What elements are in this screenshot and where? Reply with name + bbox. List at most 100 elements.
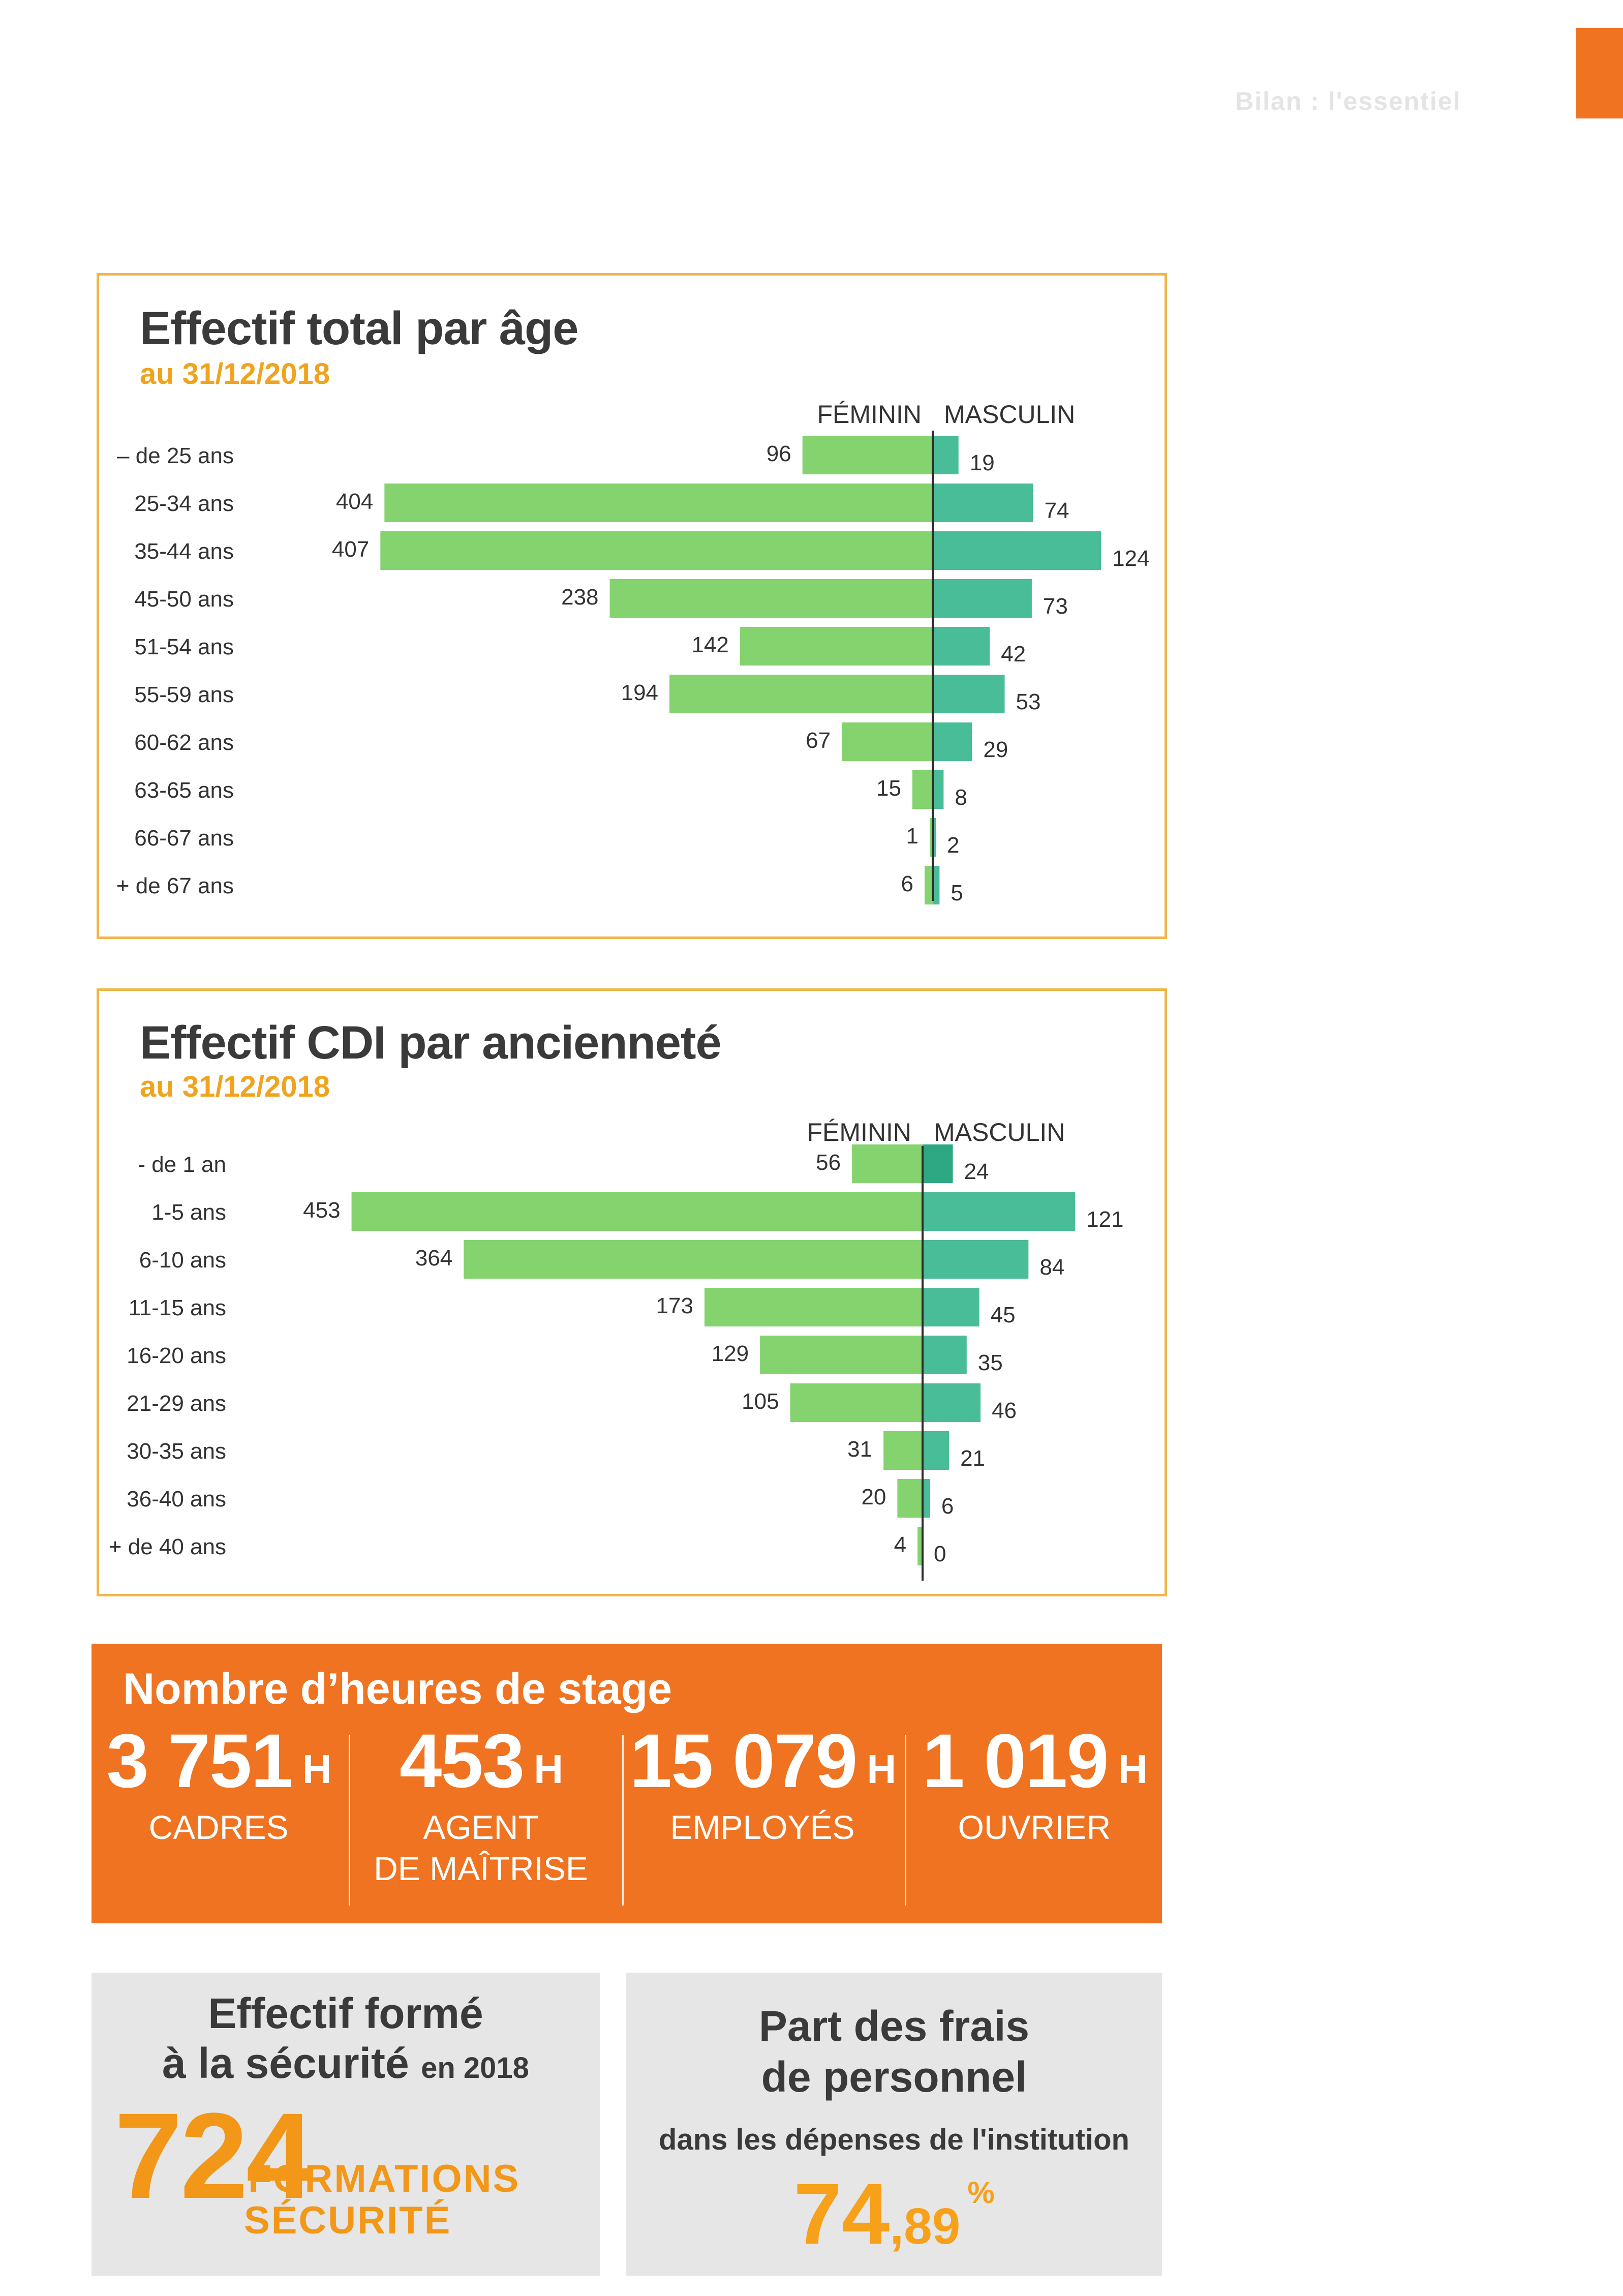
value-label-feminin: 31	[847, 1437, 872, 1462]
hours-unit: H	[302, 1746, 332, 1792]
costs-title-line2: de personnel	[761, 2053, 1027, 2101]
hours-label: EMPLOYÉS	[670, 1808, 855, 1846]
costs-value: 74,89%	[626, 2171, 1162, 2257]
value-label-masculin: 21	[960, 1446, 985, 1471]
hours-value: 1 019	[922, 1718, 1109, 1803]
seniority-chart-title: Effectif CDI par ancienneté	[140, 1017, 722, 1069]
bar-feminin	[842, 722, 933, 761]
costs-value-dec: ,89	[890, 2198, 961, 2255]
bar-masculin	[933, 436, 959, 474]
category-label: 45-50 ans	[134, 587, 234, 612]
hours-unit: H	[1118, 1746, 1148, 1792]
seniority-pyramid-chart: FÉMININ MASCULIN - de 1 an 56 24 1-5 ans 453 12…	[109, 1118, 1124, 1581]
value-label-feminin: 238	[561, 585, 598, 610]
age-chart-panel: Effectif total par âge au 31/12/2018 FÉM…	[97, 273, 1167, 939]
hours-label: CADRES	[148, 1808, 289, 1846]
bar-feminin	[609, 579, 933, 618]
category-label: - de 1 an	[138, 1152, 226, 1177]
staff-costs-card: Part des frais de personnel dans les dép…	[626, 1973, 1162, 2276]
bar-feminin	[351, 1192, 923, 1231]
bar-feminin	[883, 1431, 923, 1470]
value-label-feminin: 20	[861, 1485, 886, 1509]
training-hours-title: Nombre d’heures de stage	[123, 1665, 672, 1713]
hours-stat-ouvrier: 1 019 H OUVRIER	[910, 1723, 1159, 1848]
bar-feminin	[924, 866, 933, 904]
bar-feminin	[740, 627, 933, 666]
bar-masculin	[923, 1336, 967, 1374]
value-label-masculin: 8	[955, 785, 967, 810]
header-feminin-label: FÉMININ	[817, 400, 922, 429]
value-label-feminin: 142	[691, 632, 728, 657]
training-hours-panel: Nombre d’heures de stage 3 751 H CADRES 4…	[91, 1644, 1162, 1923]
bar-feminin	[380, 531, 933, 570]
bar-feminin	[917, 1527, 923, 1565]
bar-masculin	[933, 866, 940, 904]
hours-label: OUVRIER	[958, 1808, 1111, 1846]
bar-feminin	[384, 484, 933, 522]
value-label-feminin: 96	[767, 441, 791, 466]
category-label: + de 67 ans	[116, 873, 234, 898]
category-label: 6-10 ans	[139, 1248, 226, 1273]
category-label: 66-67 ans	[134, 826, 234, 851]
value-label-feminin: 407	[332, 537, 369, 562]
value-label-masculin: 121	[1086, 1207, 1123, 1232]
bar-masculin	[923, 1383, 981, 1422]
category-label: + de 40 ans	[109, 1534, 226, 1559]
category-label: 30-35 ans	[127, 1439, 226, 1464]
page-corner-tab	[1576, 28, 1623, 118]
bar-masculin	[933, 675, 1005, 713]
age-chart-title: Effectif total par âge	[140, 303, 578, 354]
value-label-masculin: 19	[970, 450, 995, 475]
value-label-feminin: 1	[906, 824, 918, 849]
category-label: 16-20 ans	[127, 1343, 226, 1368]
bar-masculin	[923, 1192, 1076, 1231]
category-label: – de 25 ans	[117, 443, 234, 468]
category-label: 1-5 ans	[151, 1200, 226, 1225]
hours-stat-employes: 15 079 H EMPLOYÉS	[625, 1723, 900, 1848]
bar-masculin	[923, 1144, 953, 1183]
hours-unit: H	[534, 1746, 563, 1792]
value-label-masculin: 2	[947, 833, 959, 858]
bar-feminin	[790, 1383, 923, 1422]
value-label-masculin: 42	[1001, 642, 1026, 667]
hours-label: AGENT	[423, 1808, 539, 1846]
bar-masculin	[933, 484, 1033, 522]
bar-feminin	[897, 1479, 923, 1518]
safety-title-line2: à la sécurité en 2018	[91, 2038, 600, 2089]
value-label-masculin: 53	[1016, 689, 1041, 714]
safety-title-line1: Effectif formé	[208, 1989, 483, 2037]
hours-unit: H	[867, 1746, 897, 1792]
hours-stat-cadres: 3 751 H CADRES	[91, 1723, 346, 1848]
hours-divider	[622, 1735, 624, 1906]
bar-feminin	[704, 1288, 923, 1326]
value-label-feminin: 67	[806, 728, 831, 753]
value-label-feminin: 6	[901, 871, 913, 896]
value-label-feminin: 56	[816, 1150, 841, 1175]
value-label-feminin: 364	[415, 1246, 452, 1271]
header-feminin-label: FÉMININ	[807, 1118, 911, 1146]
age-pyramid-chart: FÉMININ MASCULIN – de 25 ans 96 19 25-34 ans 4…	[116, 400, 1150, 905]
value-label-masculin: 24	[964, 1159, 989, 1184]
value-label-masculin: 6	[941, 1494, 954, 1519]
category-label: 36-40 ans	[127, 1487, 226, 1512]
bar-feminin	[852, 1144, 923, 1183]
safety-title-year: en 2018	[421, 2051, 529, 2084]
bar-feminin	[912, 770, 933, 809]
category-label: 25-34 ans	[134, 491, 234, 516]
safety-label-line1: FORMATIONS	[248, 2157, 520, 2200]
value-label-masculin: 84	[1039, 1255, 1064, 1280]
safety-value: 724	[114, 2088, 314, 2224]
bar-masculin	[933, 818, 936, 857]
category-label: 55-59 ans	[134, 682, 234, 707]
safety-title-main: à la sécurité	[162, 2039, 409, 2087]
hours-divider	[349, 1735, 350, 1906]
costs-description: dans les dépenses de l'institution	[659, 2123, 1129, 2156]
header-masculin-label: MASCULIN	[934, 1118, 1065, 1146]
costs-title-line1: Part des frais	[758, 2002, 1030, 2050]
value-label-feminin: 453	[303, 1198, 340, 1223]
value-label-feminin: 194	[621, 680, 658, 705]
bar-masculin	[923, 1431, 950, 1470]
hours-value: 453	[399, 1718, 525, 1803]
value-label-masculin: 0	[934, 1542, 946, 1566]
seniority-chart-subtitle: au 31/12/2018	[140, 1070, 330, 1103]
